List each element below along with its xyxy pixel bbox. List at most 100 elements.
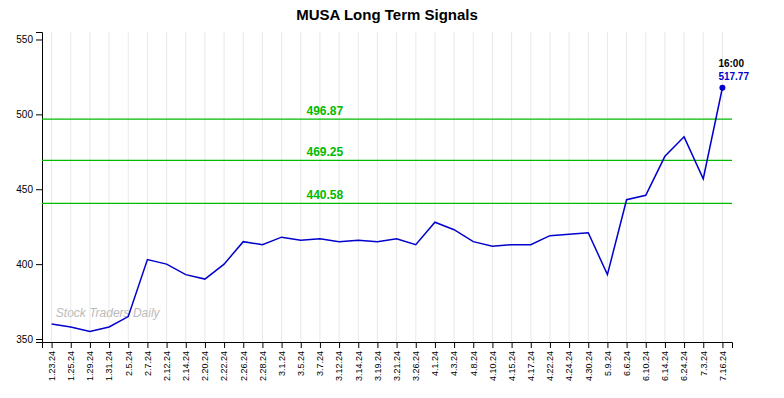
grid-line — [549, 32, 550, 342]
x-tick-label: 7.3.24 — [699, 351, 709, 376]
x-tick-mark — [703, 342, 704, 348]
y-tick: 500 — [16, 109, 42, 120]
x-tick-label: 1.31.24 — [104, 351, 114, 381]
last-price-label: 517.77 — [718, 71, 749, 82]
y-tick-label: 550 — [16, 34, 33, 45]
marks — [42, 85, 732, 332]
x-tick-mark — [377, 342, 378, 348]
x-tick-label: 5.9.24 — [603, 351, 613, 376]
y-tick-mark — [36, 114, 42, 115]
x-tick: 6.14.24 — [660, 342, 670, 381]
x-tick-mark — [550, 342, 551, 348]
x-tick-label: 6.10.24 — [641, 351, 651, 381]
grid-line — [224, 32, 225, 342]
y-tick: 400 — [16, 259, 42, 270]
x-tick-label: 1.25.24 — [66, 351, 76, 381]
y-axis: 350400450500550 — [16, 33, 42, 345]
x-tick-mark — [397, 342, 398, 348]
x-tick-mark — [358, 342, 359, 348]
x-tick-mark — [282, 342, 283, 348]
x-tick-mark — [492, 342, 493, 348]
grid-line — [511, 32, 512, 342]
x-tick-mark — [454, 342, 455, 348]
x-tick-label: 3.12.24 — [334, 351, 344, 381]
grid-line — [262, 32, 263, 342]
x-tick: 2.12.24 — [162, 342, 172, 381]
title: MUSA Long Term Signals — [296, 6, 478, 23]
x-tick: 4.17.24 — [526, 342, 536, 381]
signal-line — [42, 203, 732, 204]
x-tick-label: 4.10.24 — [488, 351, 498, 381]
x-axis: 1.23.241.25.241.29.241.31.242.5.242.7.24… — [43, 342, 733, 381]
x-tick-label: 4.30.24 — [584, 351, 594, 381]
grid-line — [89, 32, 90, 342]
x-tick-mark — [416, 342, 417, 348]
grid-line — [588, 32, 589, 342]
x-tick-mark — [243, 342, 244, 348]
x-tick-label: 6.14.24 — [660, 351, 670, 381]
x-tick: 3.7.24 — [315, 342, 325, 376]
x-tick-mark — [588, 342, 589, 348]
x-tick: 1.23.24 — [47, 342, 57, 381]
x-tick-mark — [128, 342, 129, 348]
x-tick: 3.5.24 — [296, 342, 306, 376]
x-tick-mark — [646, 342, 647, 348]
grid-line — [319, 32, 320, 342]
x-tick: 6.6.24 — [622, 342, 632, 376]
x-tick: 6.10.24 — [641, 342, 651, 381]
signal-label: 469.25 — [307, 145, 344, 159]
x-tick-label: 2.26.24 — [239, 351, 249, 381]
x-tick-mark — [531, 342, 532, 348]
x-tick-label: 3.19.24 — [373, 351, 383, 381]
grid-line — [243, 32, 244, 342]
x-tick-label: 3.14.24 — [354, 351, 364, 381]
x-tick: 5.9.24 — [603, 342, 613, 376]
y-tick-mark — [36, 339, 42, 340]
grid-line — [166, 32, 167, 342]
x-tick: 4.10.24 — [488, 342, 498, 381]
grid-line — [415, 32, 416, 342]
x-tick: 4.24.24 — [564, 342, 574, 381]
x-tick-mark — [569, 342, 570, 348]
x-tick: 4.3.24 — [449, 342, 459, 376]
x-tick-mark — [512, 342, 513, 348]
signal-label: 440.58 — [307, 188, 344, 202]
x-tick-mark — [167, 342, 168, 348]
grid-line — [607, 32, 608, 342]
x-tick: 2.5.24 — [124, 342, 134, 376]
x-tick-mark — [224, 342, 225, 348]
x-tick: 4.30.24 — [584, 342, 594, 381]
grid-line — [473, 32, 474, 342]
grid-line — [358, 32, 359, 342]
grid-line — [109, 32, 110, 342]
watermark: Stock Traders Daily — [56, 306, 161, 320]
labels: 440.58 469.25 496.87 517.77 16:00 — [307, 58, 750, 203]
x-tick-label: 2.14.24 — [181, 351, 191, 381]
x-tick: 4.22.24 — [545, 342, 555, 381]
x-tick: 4.1.24 — [430, 342, 440, 376]
y-tick-label: 400 — [16, 259, 33, 270]
grid-line — [281, 32, 282, 342]
x-tick-mark — [90, 342, 91, 348]
grid-line — [396, 32, 397, 342]
x-tick: 3.21.24 — [392, 342, 402, 381]
time-label: 16:00 — [718, 58, 744, 69]
x-tick-label: 3.7.24 — [315, 351, 325, 376]
x-tick: 2.20.24 — [200, 342, 210, 381]
x-tick: 2.14.24 — [181, 342, 191, 381]
x-tick-mark — [665, 342, 666, 348]
x-axis-line — [43, 343, 733, 349]
x-tick-label: 2.12.24 — [162, 351, 172, 381]
x-tick: 6.24.24 — [679, 342, 689, 381]
signal-label: 496.87 — [307, 104, 344, 118]
y-tick-label: 500 — [16, 109, 33, 120]
grid-line — [204, 32, 205, 342]
grid-line — [492, 32, 493, 342]
x-tick: 2.28.24 — [258, 342, 268, 381]
y-axis-line — [36, 33, 43, 343]
y-tick-label: 450 — [16, 184, 33, 195]
x-tick: 7.3.24 — [699, 342, 709, 376]
x-tick-mark — [320, 342, 321, 348]
grid-line — [147, 32, 148, 342]
x-tick: 4.15.24 — [507, 342, 517, 381]
